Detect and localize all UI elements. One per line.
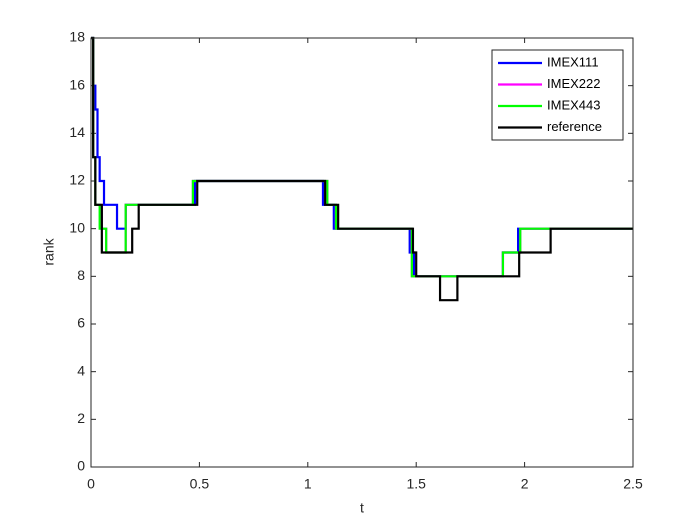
plot-frame xyxy=(90,37,634,468)
y-tick-label: 10 xyxy=(69,219,85,235)
legend-label: IMEX443 xyxy=(547,97,600,112)
x-tick-label: 1 xyxy=(304,476,312,492)
x-tick-label: 2.5 xyxy=(623,476,643,492)
legend-box xyxy=(491,49,624,141)
y-tick-label: 6 xyxy=(77,315,85,331)
series-line xyxy=(91,36,633,302)
y-tick-label: 2 xyxy=(77,410,85,426)
legend-label: IMEX222 xyxy=(547,76,600,91)
legend-label: reference xyxy=(547,119,602,134)
x-axis-label: t xyxy=(360,500,364,516)
x-tick-label: 0.5 xyxy=(190,476,210,492)
y-tick-label: 16 xyxy=(69,76,85,92)
y-tick-label: 4 xyxy=(77,362,85,378)
legend: IMEX111 IMEX222 IMEX443 reference xyxy=(491,49,624,141)
y-axis-label: rank xyxy=(41,237,57,265)
x-tick-label: 0 xyxy=(87,476,95,492)
x-tick-label: 1.5 xyxy=(406,476,426,492)
y-tick-label: 18 xyxy=(69,29,85,45)
y-tick-label: 8 xyxy=(77,267,85,283)
y-tick-label: 0 xyxy=(77,458,85,474)
x-tick-label: 2 xyxy=(521,476,529,492)
y-tick-label: 14 xyxy=(69,124,85,140)
y-tick-label: 12 xyxy=(69,172,85,188)
legend-label: IMEX111 xyxy=(547,54,599,69)
